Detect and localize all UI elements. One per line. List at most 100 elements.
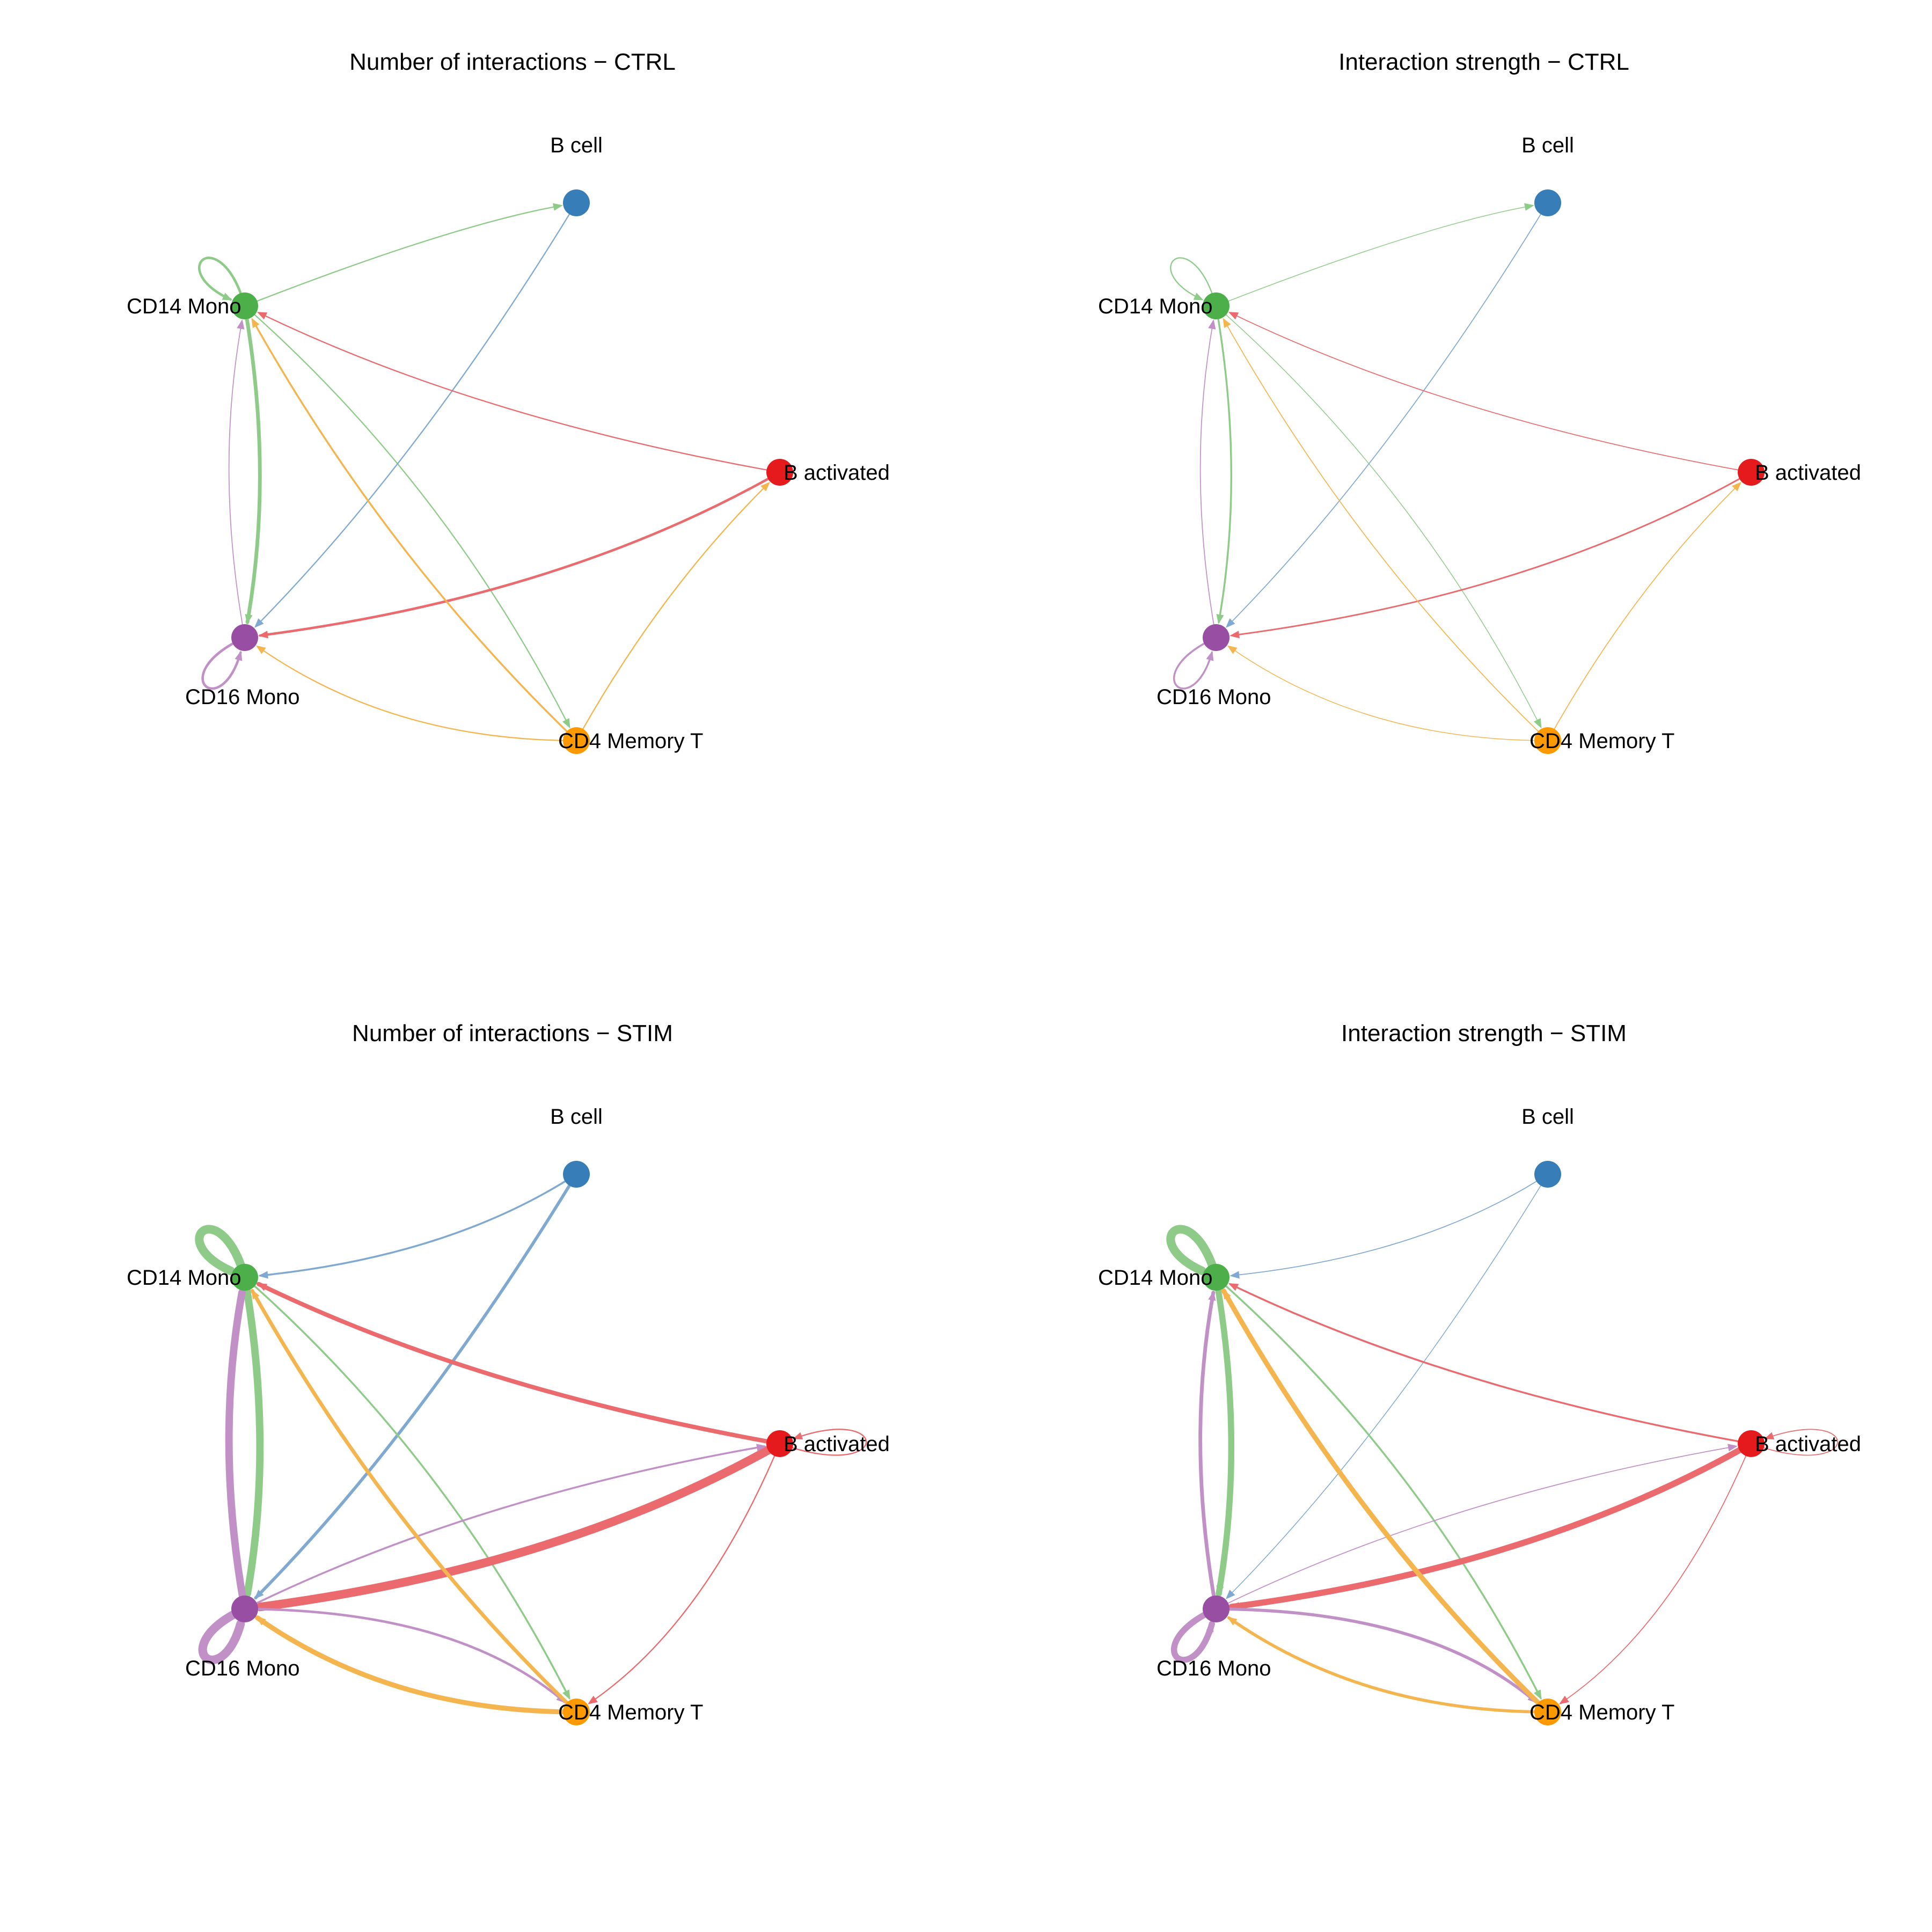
edge-cd14-to-cd4: [244, 305, 570, 729]
node-b-act: [766, 1430, 793, 1457]
edge-cd16-to-cd14: [228, 319, 245, 638]
edge-cd4-to-cd14: [1223, 318, 1548, 741]
panel-1: Number of interactions − CTRL B cell CD14 …: [127, 49, 890, 754]
node-cd4: [563, 1699, 590, 1725]
node-label-b-act: B activated: [784, 461, 890, 485]
node-label-cd14: CD14 Mono: [127, 1266, 241, 1290]
node-label-cd14: CD14 Mono: [1098, 295, 1212, 318]
node-cd16: [1203, 624, 1230, 651]
node-label-cd14: CD14 Mono: [1098, 1266, 1212, 1290]
node-cd16: [231, 624, 258, 651]
edge-cd14-to-cd14: [195, 1225, 250, 1282]
edge-cd4-to-cd16: [255, 645, 577, 742]
edge-cd16-to-cd16: [1170, 1606, 1219, 1663]
edge-cd16-to-cd4: [243, 1607, 566, 1703]
edge-cd4-to-cd14: [251, 318, 577, 742]
edge-b_cell-to-cd14: [1230, 1174, 1548, 1279]
edge-cd14-to-cd4: [244, 1276, 570, 1700]
edge-b_act-to-cd4: [1559, 1443, 1752, 1704]
edge-cd16-to-cd16: [201, 636, 246, 690]
node-label-cd4: CD4 Memory T: [558, 729, 703, 753]
edge-b_act-to-cd16: [255, 1439, 785, 1612]
node-cd16: [1203, 1596, 1230, 1622]
node-label-cd4: CD4 Memory T: [558, 1701, 703, 1724]
edge-cd4-to-cd14: [1221, 1288, 1550, 1715]
panel-title: Interaction strength − STIM: [1341, 1020, 1627, 1046]
node-layer: [231, 189, 793, 754]
edge-b_cell-to-cd14: [258, 1173, 577, 1279]
edge-cd14-to-b_cell: [244, 203, 564, 307]
edge-cd14-to-cd16: [1215, 305, 1233, 624]
node-label-b-act: B activated: [784, 1432, 890, 1456]
panel-title: Number of interactions − STIM: [352, 1020, 673, 1046]
edge-cd14-to-cd16: [241, 1274, 264, 1598]
edge-b_cell-to-cd16: [1225, 202, 1548, 628]
node-label-b-cell: B cell: [1521, 134, 1574, 157]
edge-layer: [1170, 202, 1752, 741]
edge-cd14-to-cd16: [1213, 1274, 1235, 1597]
edge-b_act-to-cd16: [258, 471, 781, 639]
edge-b_cell-to-cd16: [254, 202, 577, 628]
node-layer: [231, 1161, 793, 1725]
label-layer: B cell CD14 Mono B activated CD16 Mono CD4 M…: [127, 134, 890, 753]
edge-cd4-to-cd16: [255, 1615, 579, 1715]
node-b-act: [1738, 1430, 1765, 1457]
node-label-b-cell: B cell: [550, 1105, 603, 1129]
panel-2: Interaction strength − CTRL B cell CD14 Mo…: [1098, 49, 1861, 754]
edge-b_cell-to-cd16: [1225, 1174, 1548, 1599]
edge-b_cell-to-cd16: [254, 1173, 578, 1600]
edge-cd14-to-cd16: [243, 304, 262, 624]
node-cd14: [1203, 292, 1230, 319]
edge-cd16-to-cd14: [1199, 319, 1217, 638]
edge-layer: [1166, 1174, 1838, 1715]
node-label-cd16: CD16 Mono: [185, 1657, 299, 1680]
edge-b_act-to-cd14: [1228, 312, 1752, 473]
node-label-cd4: CD4 Memory T: [1529, 1701, 1674, 1724]
edge-cd4-to-b_act: [575, 481, 770, 742]
edge-b_act-to-cd16: [1228, 1440, 1754, 1610]
node-cd14: [1203, 1264, 1230, 1291]
node-label-cd14: CD14 Mono: [127, 295, 241, 318]
edge-b_act-to-cd14: [257, 312, 781, 473]
node-label-cd16: CD16 Mono: [185, 685, 299, 709]
panel-4: Interaction strength − STIM B cell CD14 Mo…: [1098, 1020, 1861, 1725]
edge-cd4-to-cd16: [1227, 1616, 1549, 1714]
edge-b_act-to-cd14: [257, 1282, 782, 1446]
edge-cd16-to-cd14: [1198, 1290, 1218, 1611]
node-cd16: [231, 1596, 258, 1622]
edge-b_act-to-cd16: [1230, 471, 1752, 639]
label-layer: B cell CD14 Mono B activated CD16 Mono CD4 M…: [1098, 134, 1861, 753]
node-label-cd4: CD4 Memory T: [1529, 729, 1674, 753]
edge-b_act-to-b_act: [779, 1429, 867, 1456]
node-cd4: [1534, 1699, 1561, 1725]
node-cd4: [563, 727, 590, 754]
node-cd14: [231, 292, 258, 319]
label-layer: B cell CD14 Mono B activated CD16 Mono CD4 M…: [1098, 1105, 1861, 1724]
node-b-cell: [563, 1161, 590, 1188]
node-cd4: [1534, 727, 1561, 754]
edge-cd16-to-cd14: [225, 1289, 248, 1613]
edge-cd16-to-cd16: [198, 1604, 250, 1664]
node-label-b-cell: B cell: [550, 134, 603, 157]
edge-layer: [195, 1173, 867, 1715]
node-b-act: [1738, 459, 1765, 486]
edge-cd14-to-b_cell: [1216, 203, 1535, 306]
node-label-b-cell: B cell: [1521, 1105, 1574, 1129]
node-label-cd16: CD16 Mono: [1157, 685, 1271, 709]
panel-3: Number of interactions − STIM B cell CD14 …: [127, 1020, 890, 1725]
edge-cd4-to-cd14: [250, 1289, 579, 1714]
node-b-act: [766, 459, 793, 486]
edge-layer: [198, 202, 781, 742]
edge-b_act-to-cd4: [588, 1443, 781, 1704]
panel-title: Interaction strength − CTRL: [1338, 49, 1629, 75]
edge-b_act-to-cd14: [1228, 1283, 1752, 1445]
node-label-cd16: CD16 Mono: [1157, 1657, 1271, 1680]
edge-cd14-to-cd4: [1215, 1276, 1542, 1700]
edge-cd14-to-cd4: [1216, 305, 1542, 729]
edge-cd16-to-b_act: [244, 1444, 766, 1610]
node-b-cell: [1534, 189, 1561, 216]
edge-cd14-to-cd14: [1170, 257, 1217, 307]
node-label-b-act: B activated: [1755, 1432, 1861, 1456]
panel-title: Number of interactions − CTRL: [349, 49, 676, 75]
